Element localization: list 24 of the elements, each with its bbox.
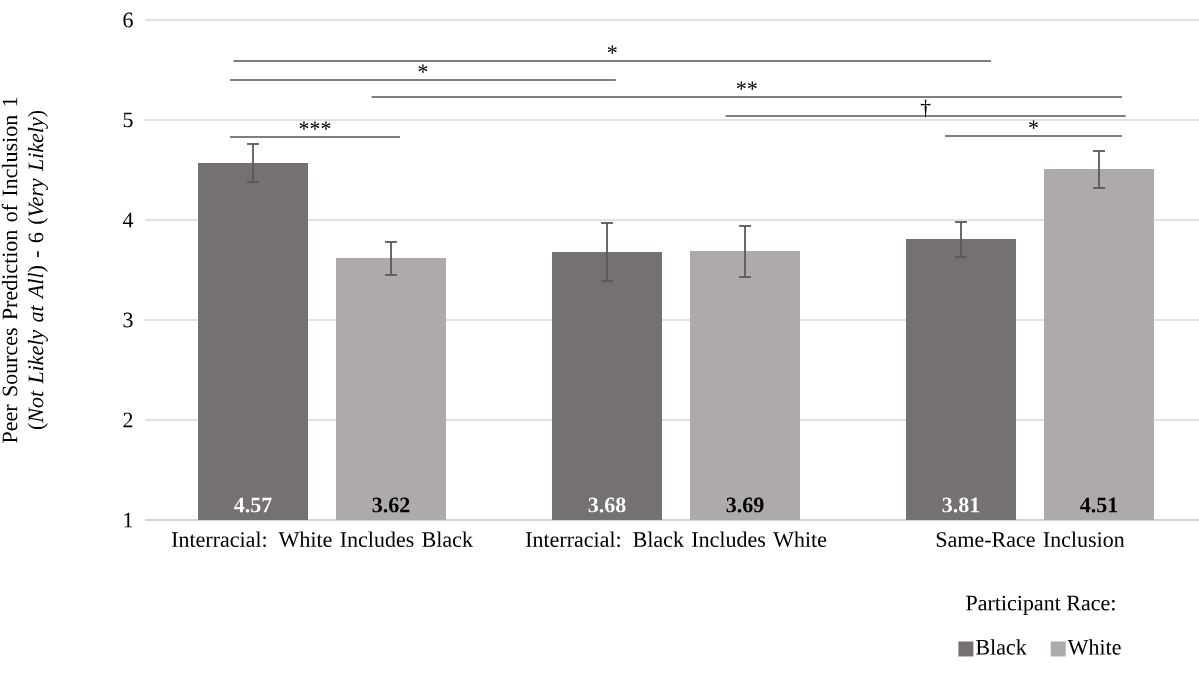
x-tick-label: Interracial: White Includes Black (171, 531, 473, 548)
x-tick-label: Interracial: Black Includes White (525, 531, 827, 548)
data-label: 3.69 (726, 497, 764, 513)
data-label: 4.57 (234, 497, 272, 513)
data-label: 3.62 (372, 497, 410, 513)
y-tick-label: 1 (124, 512, 133, 528)
annotation: *** (299, 121, 331, 130)
y-tick-label: 3 (123, 312, 133, 328)
data-label: 3.81 (942, 497, 980, 513)
y-tick-label: 5 (123, 112, 133, 128)
annotation: * (607, 45, 617, 54)
legend-title: Participant Race: (966, 595, 1115, 615)
annotation: * (1029, 120, 1038, 129)
x-tick-label: Same-Race Inclusion (936, 531, 1125, 547)
annotation: † (920, 99, 931, 118)
y-tick-label: 4 (122, 212, 134, 228)
y-tick-label: 2 (123, 412, 133, 428)
legend-label: White (1067, 639, 1121, 655)
annotation: ** (736, 81, 757, 90)
y-tick-label: 6 (123, 12, 133, 28)
data-label: 4.51 (1080, 497, 1118, 513)
data-label: 3.68 (588, 497, 626, 513)
legend-label: Black (976, 639, 1027, 655)
annotation: * (418, 64, 428, 73)
